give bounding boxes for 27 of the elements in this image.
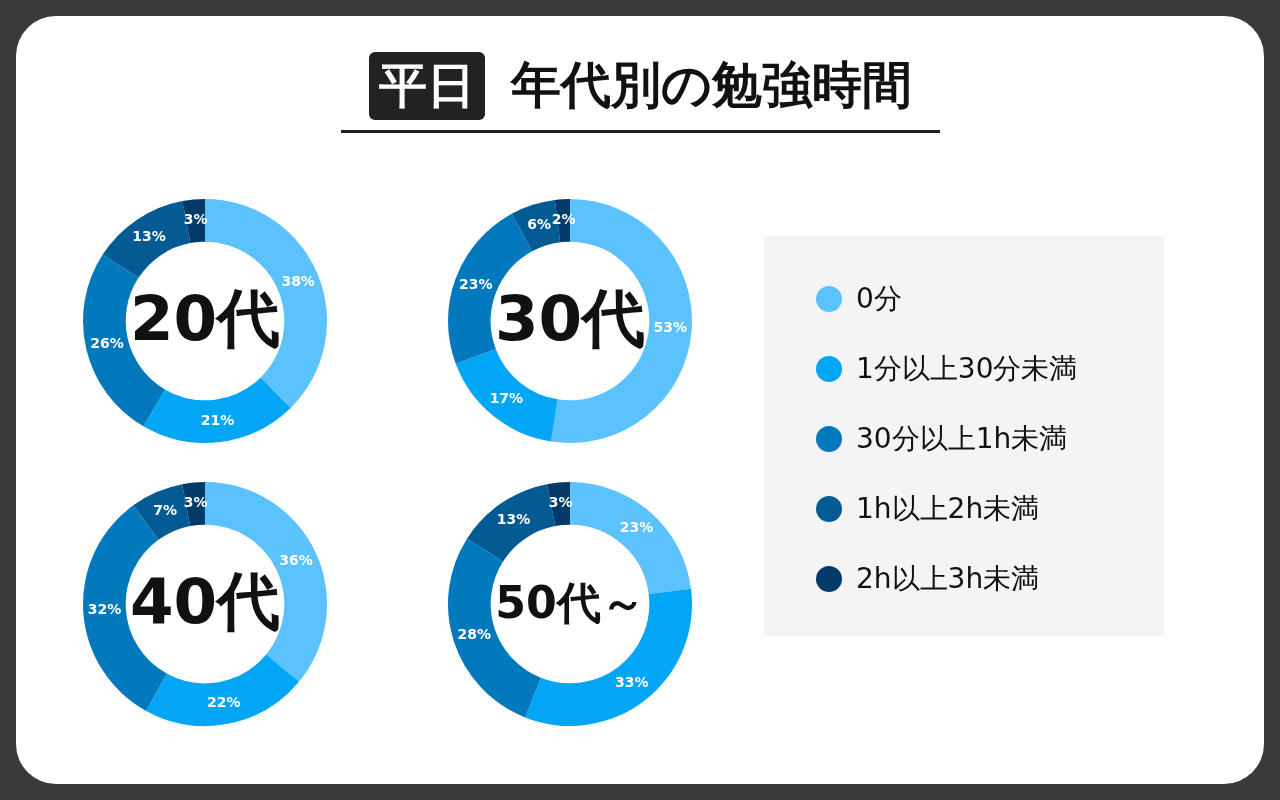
data-label: 13% bbox=[496, 511, 531, 528]
data-label: 13% bbox=[132, 228, 166, 245]
data-label: 38% bbox=[281, 273, 315, 290]
data-label: 53% bbox=[653, 319, 688, 336]
text: 年代別の勉強時間 bbox=[510, 56, 912, 114]
text: 40代 bbox=[129, 565, 281, 639]
legend-label: 30分以上1h未満 bbox=[856, 421, 1068, 457]
data-label: 26% bbox=[90, 334, 124, 351]
data-label: 28% bbox=[457, 625, 492, 642]
data-label: 7% bbox=[153, 502, 177, 519]
text: 50代～ bbox=[495, 577, 645, 629]
legend-label: 1h以上2h未満 bbox=[856, 491, 1040, 527]
text: 30代 bbox=[494, 282, 646, 356]
data-label: 36% bbox=[279, 551, 313, 568]
legend-label: 1分以上30分未満 bbox=[856, 351, 1078, 387]
data-label: 33% bbox=[614, 674, 649, 691]
legend-label: 0分 bbox=[856, 281, 902, 317]
text: 20代 bbox=[129, 282, 281, 356]
legend-label: 2h以上3h未満 bbox=[856, 561, 1040, 597]
data-label: 23% bbox=[619, 519, 654, 536]
data-label: 6% bbox=[527, 215, 552, 232]
data-label: 32% bbox=[87, 600, 122, 617]
text: 平日 bbox=[368, 52, 485, 120]
data-label: 17% bbox=[489, 389, 524, 406]
data-label: 23% bbox=[458, 276, 493, 293]
data-label: 21% bbox=[200, 411, 235, 428]
data-label: 22% bbox=[207, 693, 241, 710]
